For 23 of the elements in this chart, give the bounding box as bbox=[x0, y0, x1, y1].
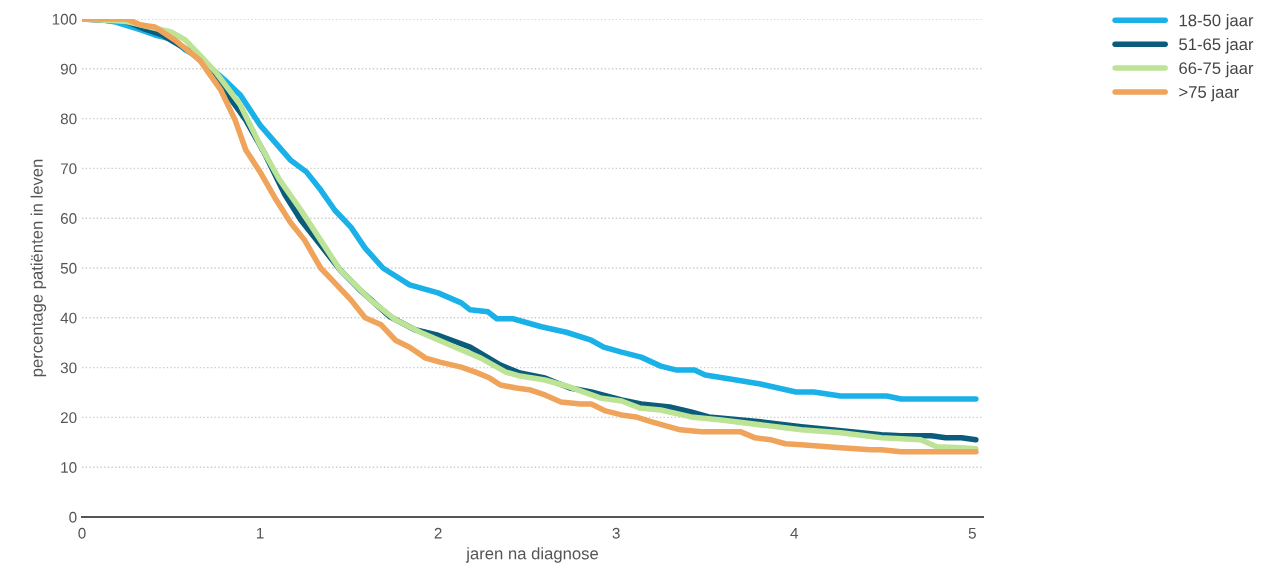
x-axis-title: jaren na diagnose bbox=[465, 547, 599, 563]
legend-label: 18-50 jaar bbox=[1179, 14, 1254, 30]
y-tick-label: 70 bbox=[60, 163, 77, 175]
x-tick-label: 1 bbox=[256, 527, 264, 539]
y-tick-label: 20 bbox=[60, 412, 77, 424]
y-tick-label: 40 bbox=[60, 312, 77, 324]
y-tick-label: 90 bbox=[60, 63, 77, 75]
y-tick-label: 30 bbox=[60, 362, 77, 374]
y-tick-label: 10 bbox=[61, 462, 77, 473]
x-tick-label: 3 bbox=[612, 527, 620, 539]
y-tick-label: 60 bbox=[60, 213, 77, 224]
legend-label: 51-65 jaar bbox=[1179, 37, 1254, 54]
y-axis-title: percentage patiënten in leven bbox=[30, 159, 47, 377]
legend-label: 66-75 jaar bbox=[1179, 61, 1254, 78]
x-tick-label: 5 bbox=[968, 527, 976, 539]
y-tick-label: 0 bbox=[69, 511, 77, 523]
x-tick-label: 4 bbox=[790, 527, 799, 539]
legend-label: >75 jaar bbox=[1179, 85, 1239, 102]
y-tick-label: 80 bbox=[60, 113, 77, 125]
x-tick-label: 0 bbox=[78, 527, 86, 539]
y-tick-label: 50 bbox=[60, 262, 77, 274]
x-tick-label: 2 bbox=[434, 527, 442, 539]
y-tick-label: 100 bbox=[52, 13, 77, 25]
